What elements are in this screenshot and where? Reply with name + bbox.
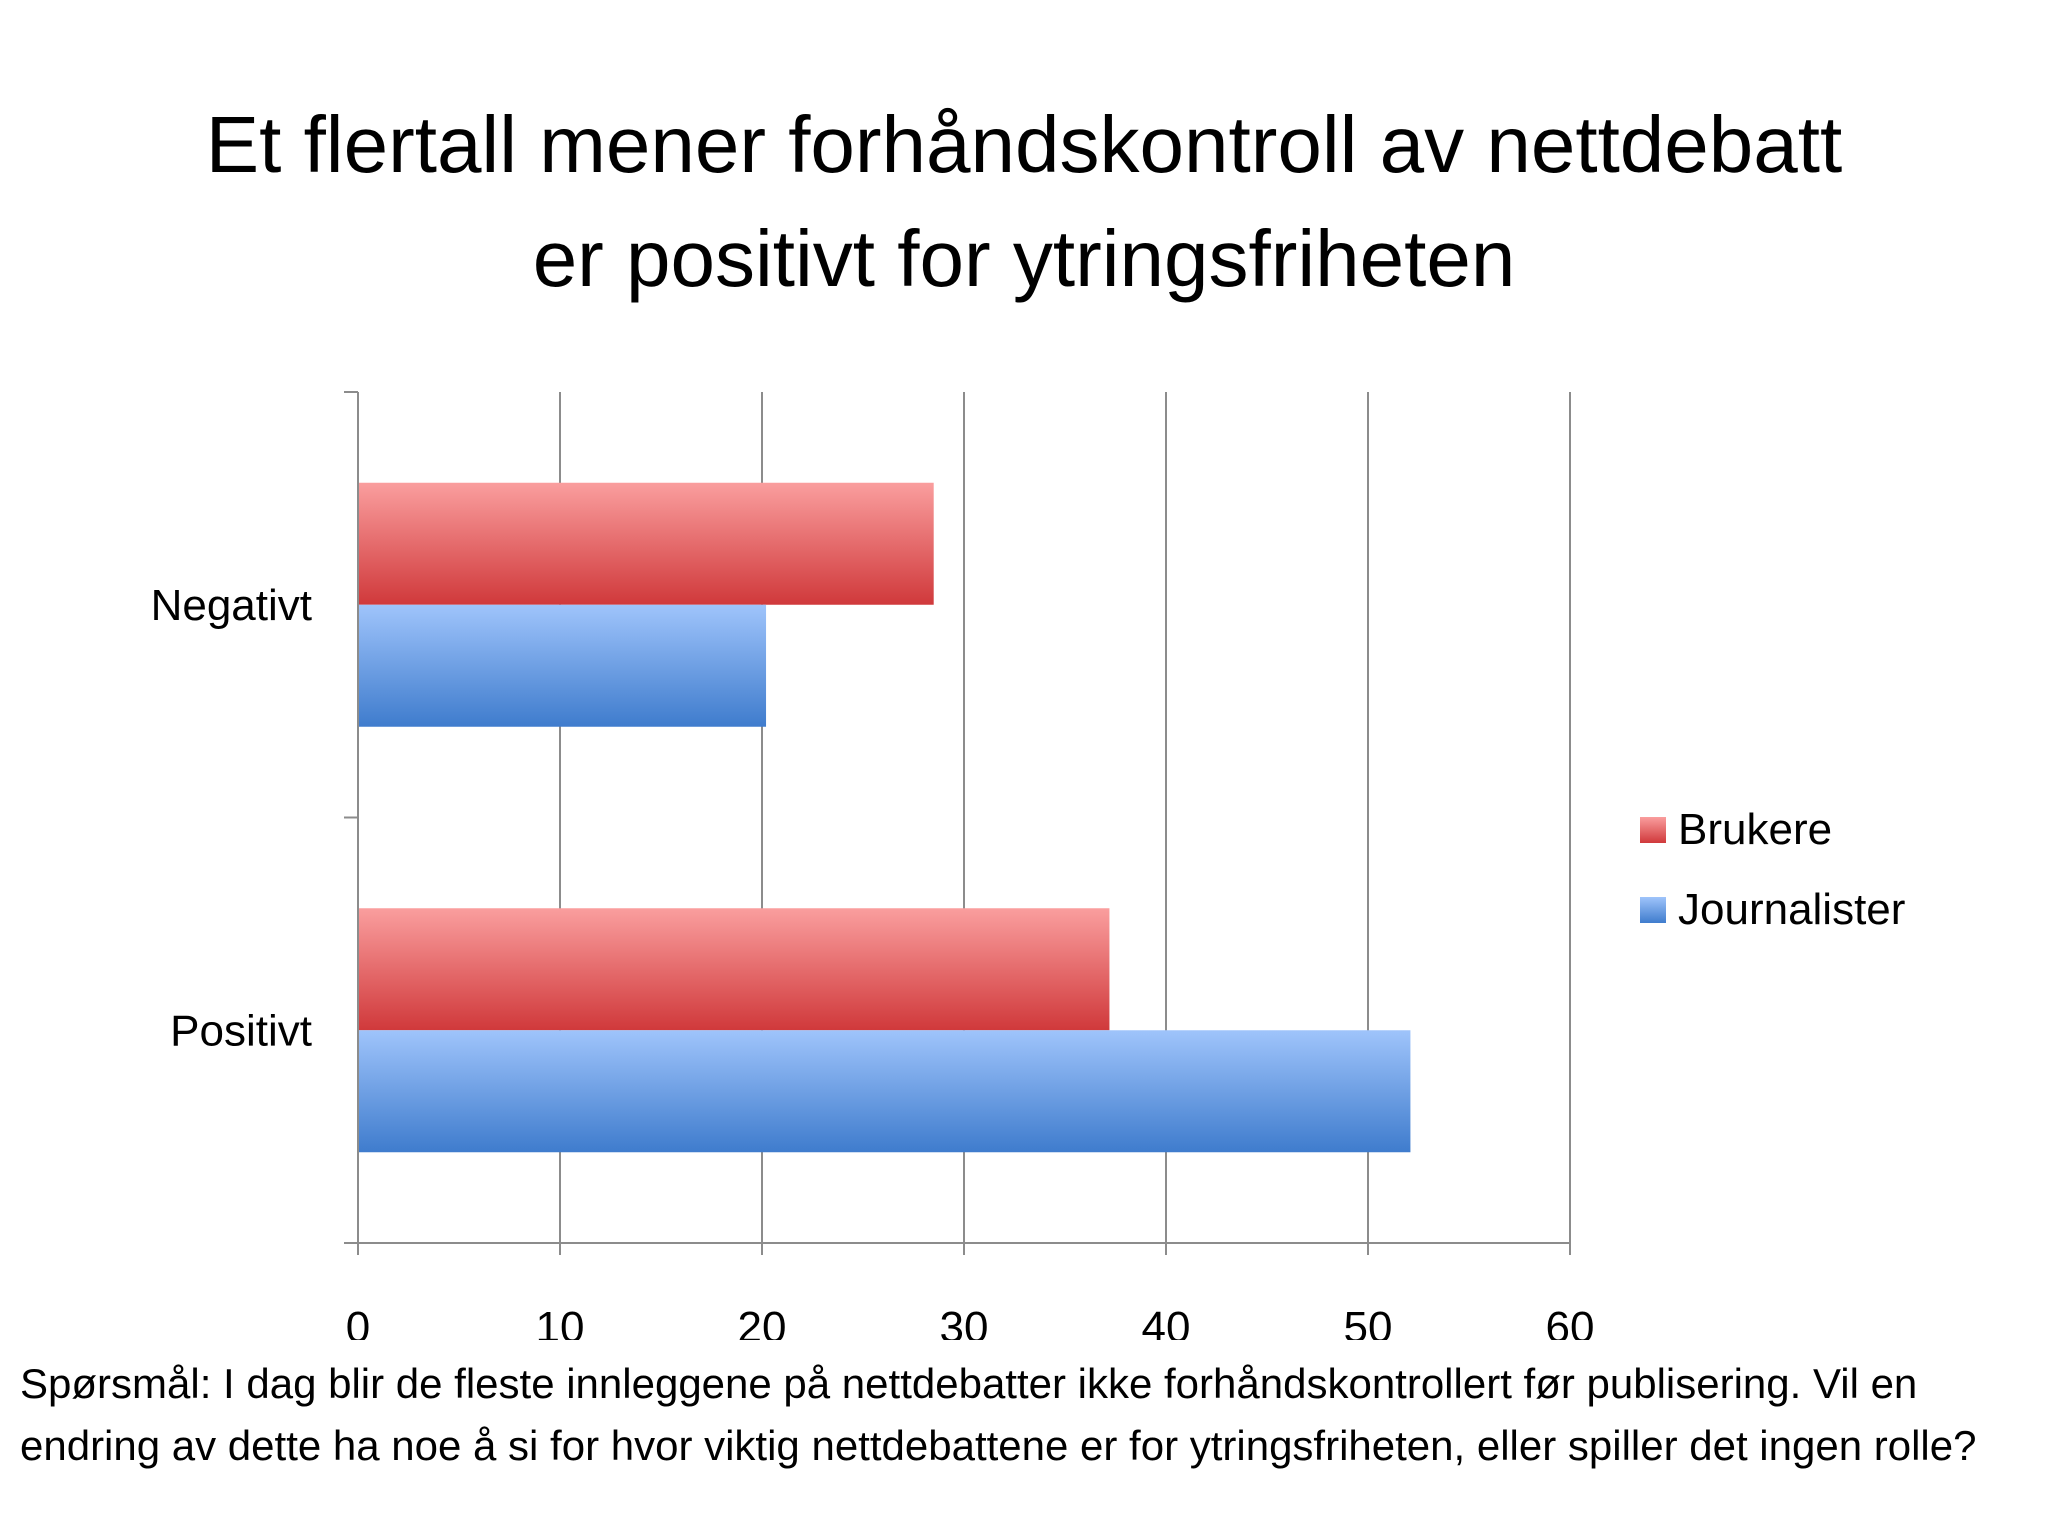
title-line-1: Et flertall mener forhåndskontroll av ne… (205, 100, 1843, 189)
x-tick-label-0: 0 (346, 1303, 370, 1340)
chart-title: Et flertall mener forhåndskontroll av ne… (0, 88, 2048, 316)
legend-label-brukere: Brukere (1678, 805, 1833, 854)
legend-swatch-brukere (1640, 817, 1666, 843)
bar-journalister-positivt (358, 1030, 1411, 1153)
x-tick-label-20: 20 (738, 1303, 787, 1340)
legend-label-journalister: Journalister (1678, 885, 1906, 934)
x-tick-label-60: 60 (1546, 1303, 1595, 1340)
axes (344, 391, 1571, 1255)
x-tick-label-30: 30 (940, 1303, 989, 1340)
legend-swatch-journalister (1640, 897, 1666, 923)
bars (358, 482, 1411, 1153)
legend-item-journalister: Journalister (1640, 880, 1905, 940)
bar-brukere-positivt (358, 908, 1110, 1031)
legend-item-brukere: Brukere (1640, 800, 1905, 860)
title-line-2: er positivt for ytringsfriheten (532, 214, 1516, 303)
x-tick-label-40: 40 (1142, 1303, 1191, 1340)
question-text: Spørsmål: I dag blir de fleste innleggen… (20, 1360, 1977, 1469)
x-tick-label-10: 10 (536, 1303, 585, 1340)
x-tick-label-50: 50 (1344, 1303, 1393, 1340)
axis-labels: 0 10 20 30 40 50 60 Negativt Positivt (151, 581, 1595, 1340)
bar-chart: 0 10 20 30 40 50 60 Negativt Positivt (151, 391, 1595, 1340)
bar-brukere-negativt (358, 482, 934, 605)
legend: Brukere Journalister (1640, 800, 1905, 960)
y-category-label-positivt: Positivt (170, 1006, 312, 1055)
y-category-label-negativt: Negativt (151, 581, 312, 630)
bar-journalister-negativt (358, 604, 767, 727)
